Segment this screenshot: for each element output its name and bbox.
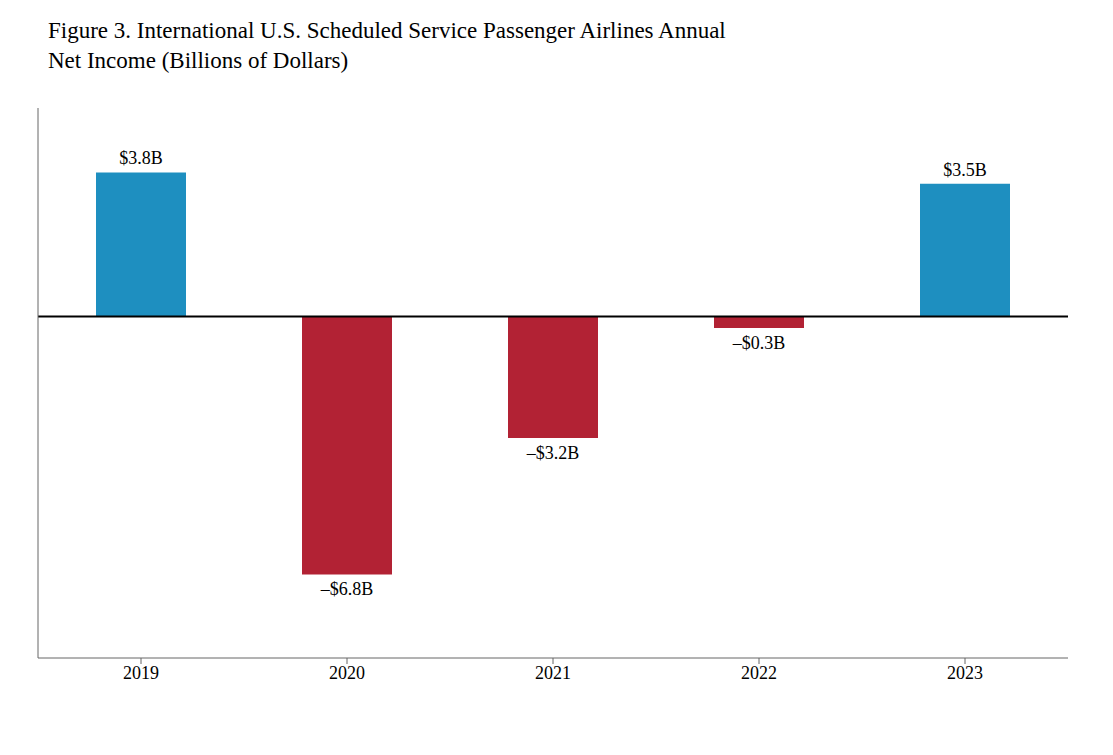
svg-text:–$6.8B: –$6.8B	[320, 579, 374, 599]
svg-text:2023: 2023	[947, 663, 983, 683]
svg-text:–$3.2B: –$3.2B	[526, 443, 580, 463]
svg-text:$3.8B: $3.8B	[119, 148, 163, 168]
svg-text:–$0.3B: –$0.3B	[732, 333, 786, 353]
svg-text:2022: 2022	[741, 663, 777, 683]
svg-text:2021: 2021	[535, 663, 571, 683]
html-text:Figure 3. International U.S. S: Figure 3. International U.S. Scheduled S…	[48, 18, 726, 43]
svg-text:2019: 2019	[123, 663, 159, 683]
html-text:Net Income (Billions of Dollar: Net Income (Billions of Dollars)	[48, 48, 349, 73]
svg-text:$3.5B: $3.5B	[943, 160, 987, 180]
svg-text:2020: 2020	[329, 663, 365, 683]
